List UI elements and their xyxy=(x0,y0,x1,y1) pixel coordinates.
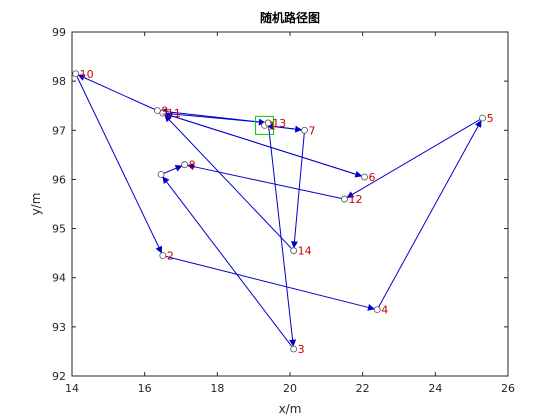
node-label-14: 14 xyxy=(298,245,312,258)
node-label-8: 8 xyxy=(189,159,196,172)
x-tick-label: 14 xyxy=(65,382,79,395)
path-edge-arrow xyxy=(160,165,183,175)
x-axis-label: x/m xyxy=(279,402,302,416)
x-tick-label: 24 xyxy=(428,382,442,395)
y-tick-label: 94 xyxy=(52,272,66,285)
path-edge-arrow xyxy=(77,74,158,112)
node-marker xyxy=(72,70,80,78)
node-label-13: 13 xyxy=(272,117,286,130)
x-tick-label: 26 xyxy=(501,382,515,395)
y-tick-label: 95 xyxy=(52,223,66,236)
path-edge-arrow xyxy=(346,117,483,198)
node-marker xyxy=(159,252,167,260)
y-tick-label: 92 xyxy=(52,370,66,383)
node-label-2: 2 xyxy=(167,250,174,263)
start-point-box xyxy=(255,115,275,135)
x-tick-label: 16 xyxy=(138,382,152,395)
path-edge-arrow xyxy=(75,73,162,254)
node-marker xyxy=(153,107,161,115)
path-edge-arrow xyxy=(162,176,295,350)
node-marker xyxy=(373,306,381,314)
node-label-3: 3 xyxy=(298,343,305,356)
node-marker xyxy=(290,345,298,353)
node-marker xyxy=(159,109,167,117)
node-marker xyxy=(479,114,486,122)
chart-title: 随机路径图 xyxy=(260,10,320,25)
node-marker xyxy=(361,173,368,181)
node-marker xyxy=(264,119,272,127)
path-edge-arrow xyxy=(165,112,365,178)
y-tick-label: 99 xyxy=(52,26,66,39)
path-edge-arrow xyxy=(267,122,297,347)
node-marker xyxy=(290,247,298,255)
node-label-6: 6 xyxy=(368,171,375,184)
y-tick-label: 93 xyxy=(52,321,66,334)
path-edge-arrow xyxy=(186,163,345,200)
node-label-1: 1 xyxy=(269,119,276,132)
node-label-11: 11 xyxy=(167,107,181,120)
x-tick-label: 22 xyxy=(356,382,370,395)
y-tick-label: 98 xyxy=(52,75,66,88)
y-axis-label: y/m xyxy=(29,193,43,216)
node-label-5: 5 xyxy=(487,112,494,125)
node-marker xyxy=(341,195,348,203)
y-tick-label: 97 xyxy=(52,124,66,137)
x-tick-label: 18 xyxy=(210,382,224,395)
path-edge-arrow xyxy=(162,255,375,311)
node-label-10: 10 xyxy=(80,68,94,81)
path-edge-arrow xyxy=(159,108,269,124)
node-marker xyxy=(301,126,308,134)
x-tick-label: 20 xyxy=(283,382,297,395)
node-label-12: 12 xyxy=(349,193,363,206)
path-edge-arrow xyxy=(164,114,294,252)
node-label-9: 9 xyxy=(161,105,168,118)
y-tick-label: 96 xyxy=(52,173,66,186)
node-marker xyxy=(181,161,189,169)
node-marker xyxy=(157,171,165,178)
axes-frame xyxy=(71,31,509,377)
node-label-4: 4 xyxy=(381,304,388,317)
path-edge-arrow xyxy=(376,120,482,310)
node-label-7: 7 xyxy=(309,124,316,137)
